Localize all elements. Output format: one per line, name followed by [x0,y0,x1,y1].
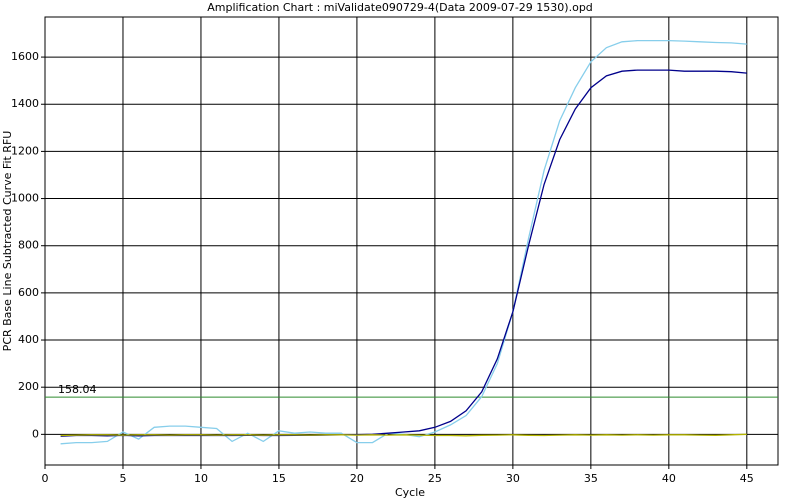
series-line [60,433,747,437]
x-tick-label: 10 [194,472,208,485]
y-tick-label: 200 [18,380,39,393]
y-tick-label: 1000 [11,192,39,205]
y-tick-label: 600 [18,286,39,299]
threshold-label: 158.04 [58,383,97,396]
y-tick-label: 1200 [11,144,39,157]
x-tick-label: 20 [350,472,364,485]
y-tick-label: 1600 [11,50,39,63]
x-tick-label: 5 [119,472,126,485]
x-axis-label: Cycle [395,486,425,499]
y-tick-label: 800 [18,239,39,252]
plot-area [44,16,779,466]
y-tick-label: 1400 [11,97,39,110]
x-tick-label: 40 [662,472,676,485]
x-tick-label: 30 [506,472,520,485]
x-tick-label: 45 [740,472,754,485]
y-tick-label: 0 [32,427,39,440]
y-axis-label: PCR Base Line Subtracted Curve Fit RFU [1,131,14,352]
x-tick-label: 35 [584,472,598,485]
chart-title: Amplification Chart : miValidate090729-4… [207,1,593,14]
y-tick-label: 400 [18,333,39,346]
x-tick-label: 15 [272,472,286,485]
x-tick-label: 0 [42,472,49,485]
x-tick-label: 25 [428,472,442,485]
